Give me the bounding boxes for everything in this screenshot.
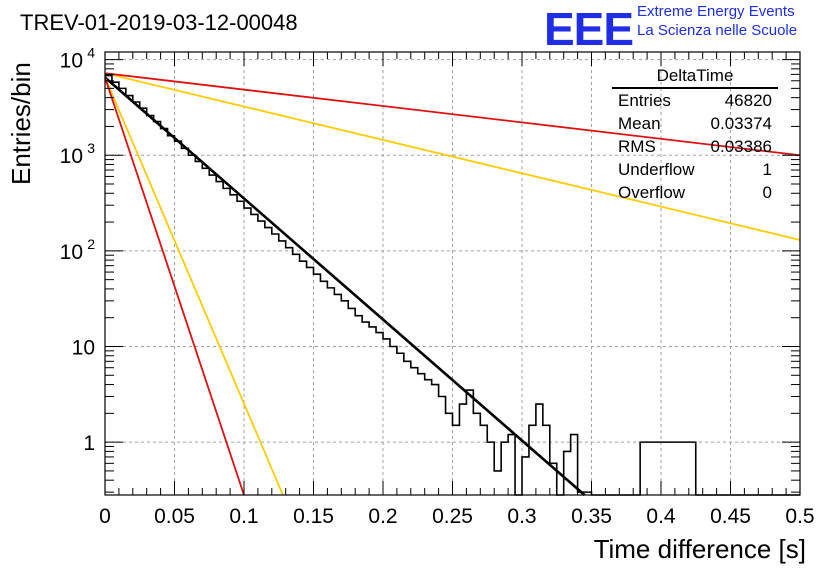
x-tick-label: 0.3 (507, 505, 536, 528)
x-tick-label: 0.05 (154, 505, 195, 528)
fit-curve (104, 76, 586, 496)
x-tick-label: 0.5 (785, 505, 814, 528)
y-tick-exponent: 3 (87, 140, 95, 156)
y-tick-label: 10 (60, 50, 83, 73)
stats-value: 0.03374 (710, 114, 772, 133)
x-axis-label: Time difference [s] (593, 534, 806, 564)
x-tick-label: 0.45 (710, 505, 751, 528)
y-tick-exponent: 2 (87, 236, 95, 252)
y-tick-label: 1 (83, 432, 95, 455)
x-tick-labels: 0 0.05 0.1 0.15 0.2 0.25 0.3 0.35 0.4 0.45 0.5 (99, 505, 814, 528)
stats-row: RMS 0.03386 (612, 135, 778, 158)
y-tick-label: 10 (60, 241, 83, 264)
fit-curve (104, 72, 801, 241)
eee-logo: EEE (544, 3, 634, 55)
stats-box: DeltaTime Entries 46820 Mean 0.03374 RMS 0.… (612, 66, 778, 204)
logo-line-2: La Scienza nelle Scuole (637, 22, 798, 39)
x-tick-label: 0.1 (229, 505, 258, 528)
stats-label: Mean (618, 114, 661, 133)
stats-title: DeltaTime (612, 66, 778, 89)
x-tick-label: 0.15 (293, 505, 334, 528)
grid-lines (105, 52, 800, 495)
y-tick-label: 10 (60, 145, 83, 168)
stats-value: 1 (762, 160, 772, 179)
stats-value: 0 (762, 183, 772, 202)
chart-title: TREV-01-2019-03-12-00048 (20, 10, 298, 35)
x-tick-label: 0.4 (646, 505, 676, 528)
axis-ticks (104, 52, 801, 495)
fit-curves (104, 72, 801, 496)
fit-curve (104, 77, 245, 496)
y-tick-exponent: 4 (87, 45, 95, 61)
y-axis-label: Entries/bin (6, 62, 36, 185)
stats-value: 0.03386 (710, 137, 772, 156)
logo-line-1: Extreme Energy Events (637, 3, 795, 20)
x-tick-label: 0.35 (571, 505, 612, 528)
stats-label: Underflow (618, 160, 695, 179)
stats-label: Overflow (618, 183, 686, 202)
stats-row: Entries 46820 (612, 89, 778, 112)
logo-caption: Extreme Energy Events La Scienza nelle S… (637, 2, 797, 40)
stats-label: RMS (618, 137, 656, 156)
stats-row: Mean 0.03374 (612, 112, 778, 135)
x-tick-label: 0.2 (368, 505, 397, 528)
stats-value: 46820 (724, 91, 772, 110)
stats-row: Overflow 0 (612, 181, 778, 204)
stats-row: Underflow 1 (612, 158, 778, 181)
x-tick-label: 0 (99, 505, 111, 528)
stats-label: Entries (618, 91, 671, 110)
fit-curve (104, 77, 284, 496)
y-tick-label: 10 (72, 336, 95, 359)
fit-curve (104, 72, 801, 157)
x-tick-label: 0.25 (432, 505, 473, 528)
